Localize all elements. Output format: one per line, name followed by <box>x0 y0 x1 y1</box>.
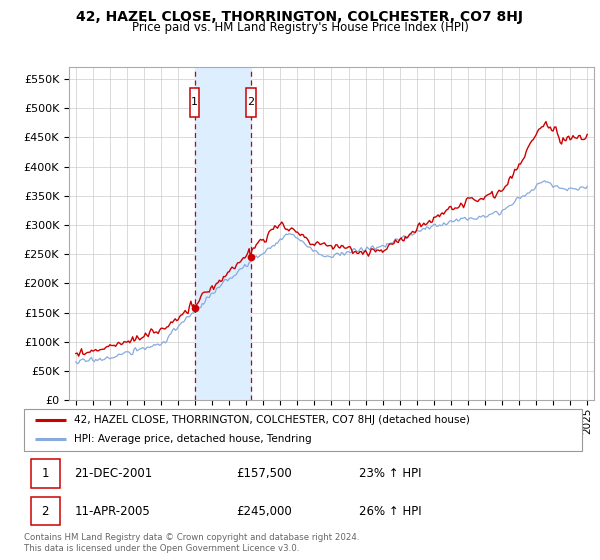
Text: 1: 1 <box>191 97 198 108</box>
Text: 2: 2 <box>247 97 254 108</box>
Text: 42, HAZEL CLOSE, THORRINGTON, COLCHESTER, CO7 8HJ (detached house): 42, HAZEL CLOSE, THORRINGTON, COLCHESTER… <box>74 415 470 425</box>
Bar <box>194 67 251 400</box>
Text: £245,000: £245,000 <box>236 505 292 517</box>
FancyBboxPatch shape <box>246 88 256 117</box>
Text: 42, HAZEL CLOSE, THORRINGTON, COLCHESTER, CO7 8HJ: 42, HAZEL CLOSE, THORRINGTON, COLCHESTER… <box>77 10 523 24</box>
FancyBboxPatch shape <box>31 459 60 488</box>
Text: 2: 2 <box>41 505 49 517</box>
Text: 23% ↑ HPI: 23% ↑ HPI <box>359 466 421 480</box>
Text: 11-APR-2005: 11-APR-2005 <box>74 505 150 517</box>
Text: Price paid vs. HM Land Registry's House Price Index (HPI): Price paid vs. HM Land Registry's House … <box>131 21 469 34</box>
Text: HPI: Average price, detached house, Tendring: HPI: Average price, detached house, Tend… <box>74 435 312 445</box>
Text: £157,500: £157,500 <box>236 466 292 480</box>
Text: 21-DEC-2001: 21-DEC-2001 <box>74 466 152 480</box>
Text: 26% ↑ HPI: 26% ↑ HPI <box>359 505 421 517</box>
FancyBboxPatch shape <box>190 88 199 117</box>
FancyBboxPatch shape <box>31 497 60 525</box>
Text: 1: 1 <box>41 466 49 480</box>
Text: Contains HM Land Registry data © Crown copyright and database right 2024.
This d: Contains HM Land Registry data © Crown c… <box>24 533 359 553</box>
